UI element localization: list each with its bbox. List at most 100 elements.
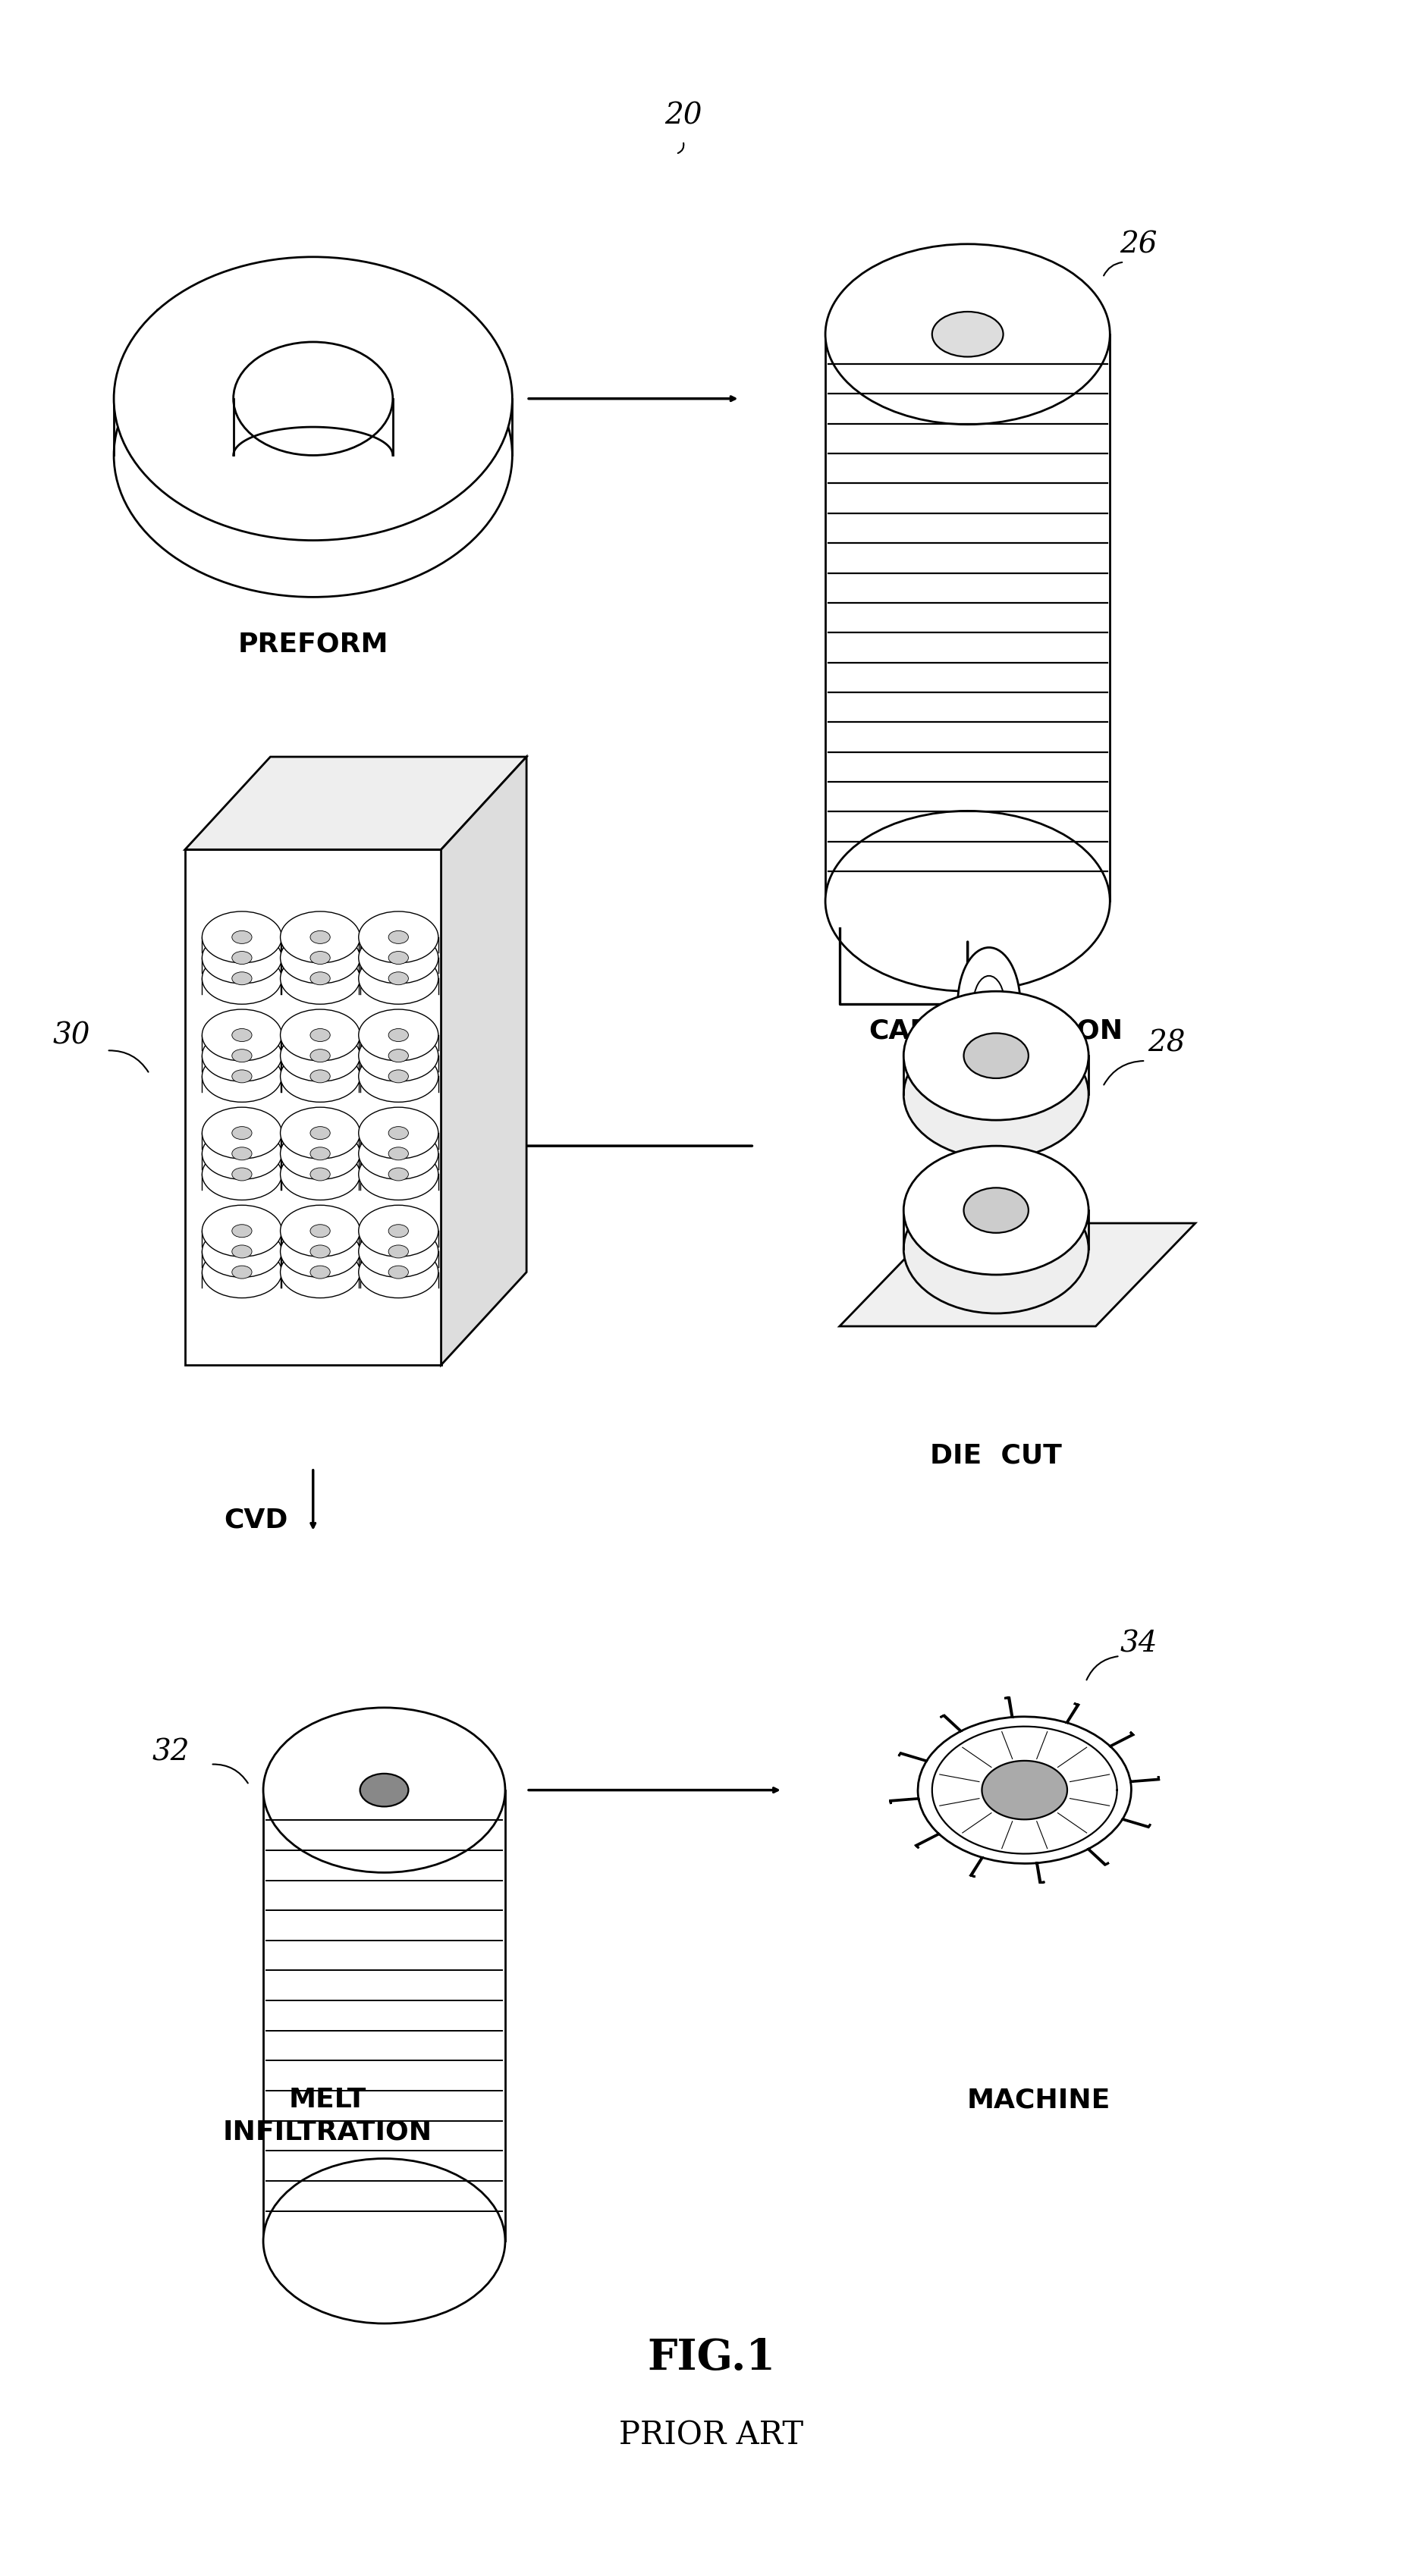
Ellipse shape (388, 1072, 408, 1082)
Text: MELT
INFILTRATION: MELT INFILTRATION (222, 2087, 433, 2143)
Ellipse shape (232, 1051, 252, 1061)
Ellipse shape (310, 933, 330, 943)
Ellipse shape (388, 953, 408, 966)
Text: CVD: CVD (225, 1507, 287, 1533)
Ellipse shape (359, 912, 438, 963)
Ellipse shape (280, 1051, 360, 1103)
Ellipse shape (114, 258, 512, 541)
Ellipse shape (263, 2159, 505, 2324)
Ellipse shape (310, 1051, 330, 1061)
Ellipse shape (232, 1170, 252, 1180)
Ellipse shape (310, 1247, 330, 1257)
Ellipse shape (388, 1028, 408, 1041)
Ellipse shape (280, 912, 360, 963)
Ellipse shape (310, 1072, 330, 1082)
Ellipse shape (202, 1128, 282, 1180)
Ellipse shape (280, 933, 360, 984)
Ellipse shape (310, 1028, 330, 1041)
Ellipse shape (280, 1030, 360, 1082)
Ellipse shape (263, 1708, 505, 1873)
Ellipse shape (232, 974, 252, 987)
Ellipse shape (932, 312, 1003, 358)
Ellipse shape (388, 974, 408, 987)
Ellipse shape (310, 1126, 330, 1139)
Ellipse shape (202, 1108, 282, 1159)
Ellipse shape (310, 1265, 330, 1278)
Ellipse shape (310, 1149, 330, 1159)
Ellipse shape (202, 1149, 282, 1200)
Text: 32: 32 (152, 1739, 189, 1765)
Polygon shape (185, 850, 441, 1365)
Ellipse shape (904, 1146, 1089, 1275)
Ellipse shape (359, 1247, 438, 1298)
Ellipse shape (825, 811, 1110, 992)
Polygon shape (982, 1762, 1067, 1819)
Text: 28: 28 (1148, 1030, 1185, 1056)
Circle shape (973, 976, 1005, 1033)
Ellipse shape (388, 1226, 408, 1236)
Ellipse shape (202, 1206, 282, 1257)
Text: FIG.1: FIG.1 (647, 2336, 776, 2378)
Ellipse shape (202, 953, 282, 1005)
Ellipse shape (280, 953, 360, 1005)
Ellipse shape (280, 1247, 360, 1298)
Text: 20: 20 (665, 103, 702, 129)
Ellipse shape (232, 1265, 252, 1278)
Ellipse shape (232, 1072, 252, 1082)
Circle shape (958, 948, 1020, 1061)
Text: 34: 34 (1120, 1631, 1157, 1656)
Ellipse shape (202, 1030, 282, 1082)
Ellipse shape (359, 953, 438, 1005)
Ellipse shape (904, 1185, 1089, 1314)
Ellipse shape (280, 1206, 360, 1257)
Ellipse shape (359, 1010, 438, 1061)
Ellipse shape (359, 1226, 438, 1278)
Ellipse shape (202, 1247, 282, 1298)
Ellipse shape (280, 1010, 360, 1061)
Ellipse shape (388, 1247, 408, 1257)
Text: 24: 24 (152, 309, 189, 335)
Polygon shape (185, 757, 527, 850)
Ellipse shape (388, 1051, 408, 1061)
Ellipse shape (388, 1170, 408, 1180)
Ellipse shape (232, 953, 252, 966)
Ellipse shape (359, 1030, 438, 1082)
Ellipse shape (280, 1108, 360, 1159)
Ellipse shape (388, 1126, 408, 1139)
Ellipse shape (359, 1206, 438, 1257)
Text: MACHINE: MACHINE (968, 2087, 1110, 2112)
Ellipse shape (233, 343, 393, 456)
Polygon shape (840, 1224, 1195, 1327)
Ellipse shape (904, 992, 1089, 1121)
Ellipse shape (280, 1149, 360, 1200)
Ellipse shape (202, 1226, 282, 1278)
Polygon shape (441, 757, 527, 1365)
Ellipse shape (232, 1226, 252, 1236)
Ellipse shape (388, 1265, 408, 1278)
Ellipse shape (232, 1126, 252, 1139)
Ellipse shape (310, 1170, 330, 1180)
Ellipse shape (232, 933, 252, 943)
Text: DIE  CUT: DIE CUT (931, 1443, 1062, 1468)
Ellipse shape (202, 1010, 282, 1061)
Text: CARBONIZATION: CARBONIZATION (869, 1018, 1123, 1043)
Ellipse shape (904, 1030, 1089, 1159)
Ellipse shape (359, 1051, 438, 1103)
Ellipse shape (963, 1033, 1029, 1079)
Ellipse shape (359, 1149, 438, 1200)
Ellipse shape (232, 1247, 252, 1257)
Ellipse shape (360, 1775, 408, 1806)
Ellipse shape (359, 1128, 438, 1180)
Ellipse shape (232, 1028, 252, 1041)
Ellipse shape (280, 1226, 360, 1278)
Text: 30: 30 (53, 1023, 90, 1048)
Ellipse shape (388, 933, 408, 943)
Ellipse shape (310, 974, 330, 987)
Ellipse shape (825, 245, 1110, 425)
Text: 26: 26 (1120, 232, 1157, 258)
Ellipse shape (280, 1128, 360, 1180)
Polygon shape (891, 1698, 1158, 1883)
Ellipse shape (359, 933, 438, 984)
Ellipse shape (963, 1188, 1029, 1234)
Ellipse shape (202, 933, 282, 984)
